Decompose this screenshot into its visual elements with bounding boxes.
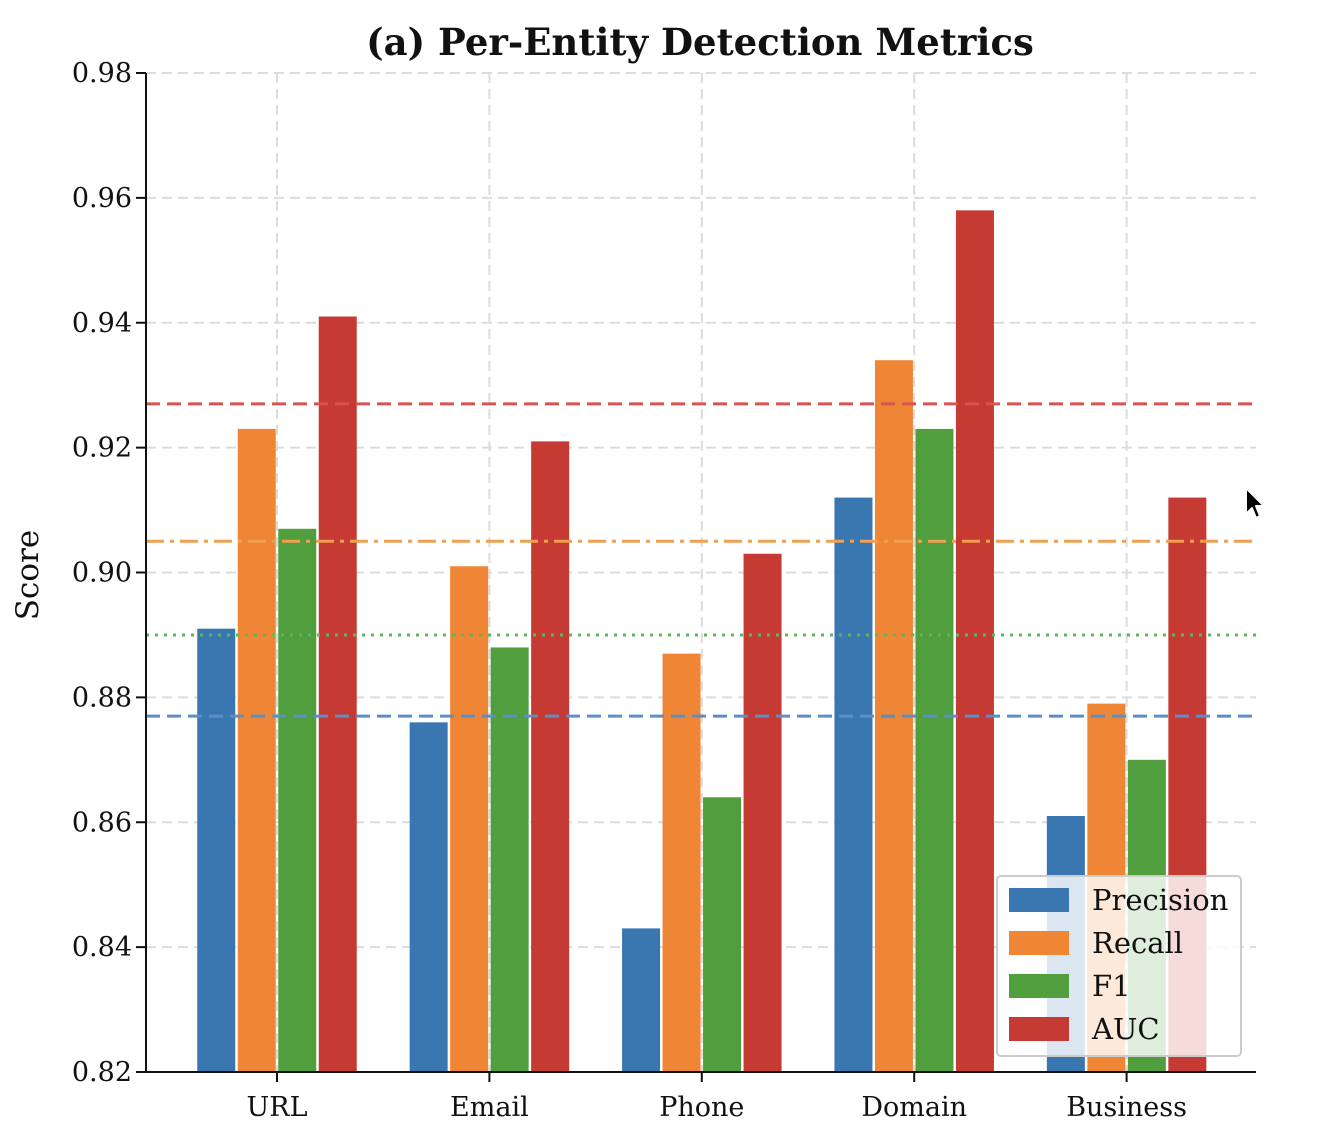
x-tick-label: Phone (659, 1092, 744, 1123)
y-tick-label: 0.96 (72, 183, 132, 214)
y-tick-label: 0.88 (72, 682, 132, 713)
x-tick-label: URL (246, 1092, 307, 1123)
y-tick-label: 0.86 (72, 807, 132, 838)
bar-recall-phone (662, 653, 701, 1072)
mouse-pointer-icon (1245, 487, 1265, 519)
legend-swatch-f1 (1009, 974, 1069, 998)
bar-f1-url (278, 528, 317, 1072)
bar-f1-domain (915, 428, 954, 1072)
legend-label-auc: AUC (1091, 1012, 1160, 1046)
bar-precision-domain (834, 497, 873, 1072)
chart-title: (a) Per-Entity Detection Metrics (366, 20, 1034, 64)
legend-swatch-auc (1009, 1017, 1069, 1041)
legend-label-precision: Precision (1092, 883, 1228, 917)
bar-recall-email (450, 566, 489, 1072)
y-tick-label: 0.82 (72, 1057, 132, 1088)
y-tick-label: 0.98 (72, 58, 132, 89)
bar-precision-url (197, 628, 236, 1072)
y-axis-label: Score (10, 530, 46, 620)
legend: Precision Recall F1 AUC (996, 875, 1242, 1057)
legend-swatch-recall (1009, 931, 1069, 955)
legend-box (996, 875, 1242, 1057)
bar-f1-phone (703, 797, 742, 1072)
bar-auc-url (318, 316, 357, 1073)
y-tick-label: 0.90 (72, 558, 132, 589)
reference-lines (146, 402, 1256, 718)
x-tick-label: Domain (861, 1092, 967, 1123)
y-tick-label: 0.92 (72, 433, 132, 464)
legend-label-f1: F1 (1092, 969, 1131, 1003)
legend-swatch-precision (1009, 888, 1069, 912)
bar-precision-email (409, 722, 448, 1072)
bar-recall-url (237, 428, 276, 1072)
x-ticks: URL Email Phone Domain Business (246, 1072, 1187, 1123)
bar-f1-email (490, 647, 529, 1072)
x-tick-label: Email (450, 1092, 529, 1123)
bar-auc-phone (743, 553, 782, 1072)
y-tick-label: 0.84 (72, 932, 132, 963)
legend-label-recall: Recall (1092, 926, 1183, 960)
bar-auc-email (531, 441, 570, 1073)
y-tick-label: 0.94 (72, 308, 132, 339)
bar-auc-domain (955, 210, 994, 1073)
bar-precision-phone (622, 928, 661, 1072)
y-ticks: 0.82 0.84 0.86 0.88 0.90 0.92 0.94 0.96 0.98 (72, 58, 146, 1088)
x-tick-label: Business (1066, 1092, 1187, 1123)
